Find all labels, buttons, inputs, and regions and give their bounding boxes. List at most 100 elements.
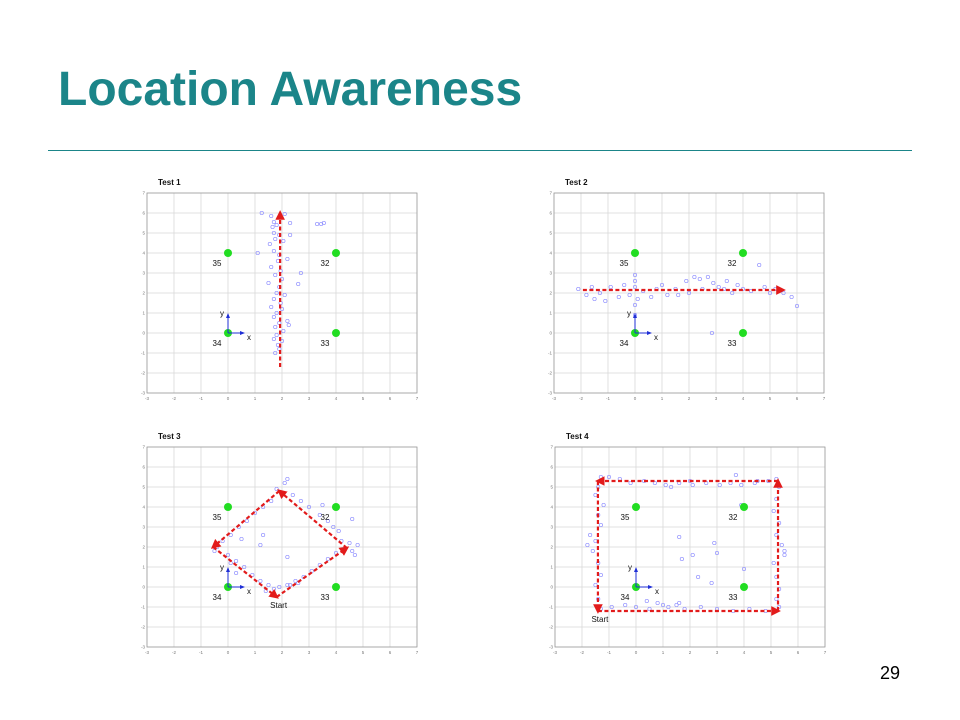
anchor-label: 34 — [213, 339, 222, 348]
x-tick-label: 3 — [308, 396, 311, 401]
y-tick-label: -1 — [548, 351, 552, 356]
data-point — [282, 480, 287, 486]
data-point — [789, 294, 794, 300]
chart-title: Test 2 — [565, 178, 588, 187]
x-tick-label: -2 — [172, 396, 176, 401]
chart-title: Test 1 — [158, 178, 181, 187]
data-point — [623, 602, 628, 608]
anchor-label: 35 — [621, 513, 630, 522]
data-point — [576, 286, 581, 292]
x-tick-label: 2 — [688, 396, 691, 401]
data-point — [584, 292, 589, 298]
anchor-label: 33 — [321, 593, 330, 602]
y-tick-label: 1 — [142, 565, 145, 570]
slide-title: Location Awareness — [58, 63, 523, 116]
plot-frame — [146, 192, 418, 394]
data-point — [331, 524, 336, 530]
x-tick-label: 5 — [769, 396, 772, 401]
anchor-label: 33 — [321, 339, 330, 348]
data-point — [709, 580, 714, 586]
data-point — [649, 294, 654, 300]
anchor-dot — [332, 503, 340, 511]
y-tick-label: 2 — [550, 545, 553, 550]
data-point — [598, 572, 603, 578]
data-point — [741, 566, 747, 572]
x-tick-label: -3 — [145, 396, 149, 401]
data-point — [730, 290, 735, 296]
y-tick-label: -3 — [141, 645, 145, 650]
anchor-dot — [739, 249, 747, 257]
plot-frame — [553, 192, 825, 394]
x-tick-label: 3 — [715, 396, 718, 401]
data-point — [632, 284, 638, 290]
data-point — [794, 303, 800, 309]
data-point — [767, 290, 773, 296]
data-point — [298, 498, 303, 504]
y-tick-label: 1 — [142, 311, 145, 316]
x-tick-label: 5 — [362, 396, 365, 401]
axis-indicator-x-label: x — [655, 587, 659, 596]
anchor-label: 34 — [213, 593, 222, 602]
data-point — [266, 280, 271, 286]
data-point — [686, 290, 692, 296]
data-point — [315, 221, 320, 227]
x-tick-label: 3 — [716, 650, 719, 655]
data-point — [771, 560, 776, 566]
axis-indicator-y-label: y — [628, 563, 632, 572]
data-point — [225, 552, 231, 558]
y-tick-label: -3 — [141, 391, 145, 396]
chart-title: Test 3 — [158, 432, 181, 441]
data-point — [277, 584, 282, 590]
data-point — [269, 213, 274, 219]
y-tick-label: 0 — [142, 585, 145, 590]
y-tick-label: -1 — [549, 605, 553, 610]
data-point — [285, 256, 290, 262]
data-point — [733, 472, 738, 478]
data-point — [258, 578, 263, 584]
data-point — [592, 296, 597, 302]
x-tick-label: -2 — [579, 396, 583, 401]
y-tick-label: -3 — [549, 645, 553, 650]
data-point — [598, 522, 603, 528]
y-tick-label: 4 — [550, 505, 553, 510]
data-point — [782, 552, 787, 558]
data-point — [274, 332, 279, 338]
start-label: Start — [270, 601, 288, 610]
data-point — [285, 582, 290, 588]
data-point — [674, 602, 679, 608]
data-point — [647, 606, 652, 612]
data-point — [724, 278, 729, 284]
y-tick-label: -3 — [548, 391, 552, 396]
axis-indicator-x-label: x — [654, 333, 658, 342]
data-point — [293, 578, 298, 584]
anchor-dot — [631, 249, 639, 257]
data-point — [632, 278, 638, 284]
data-point — [271, 219, 276, 225]
y-tick-label: -2 — [141, 371, 145, 376]
y-tick-label: 0 — [142, 331, 145, 336]
x-tick-label: 0 — [634, 396, 637, 401]
x-tick-label: -1 — [199, 396, 203, 401]
y-tick-label: 6 — [142, 465, 145, 470]
data-point — [286, 322, 291, 328]
x-tick-label: 5 — [770, 650, 773, 655]
x-tick-label: 3 — [308, 650, 311, 655]
data-point — [714, 550, 720, 556]
y-tick-label: -1 — [141, 605, 145, 610]
data-point — [271, 314, 276, 320]
x-tick-label: -3 — [145, 650, 149, 655]
axis-indicator-y-label: y — [220, 309, 224, 318]
data-point — [242, 564, 247, 570]
y-tick-label: 2 — [142, 545, 145, 550]
data-point — [239, 536, 244, 542]
data-point — [270, 224, 275, 230]
y-tick-label: 5 — [549, 231, 552, 236]
data-point — [711, 280, 716, 286]
anchor-dot — [332, 249, 340, 257]
data-point — [698, 604, 703, 610]
data-point — [273, 236, 278, 242]
data-point — [259, 210, 264, 216]
y-tick-label: 5 — [142, 485, 145, 490]
